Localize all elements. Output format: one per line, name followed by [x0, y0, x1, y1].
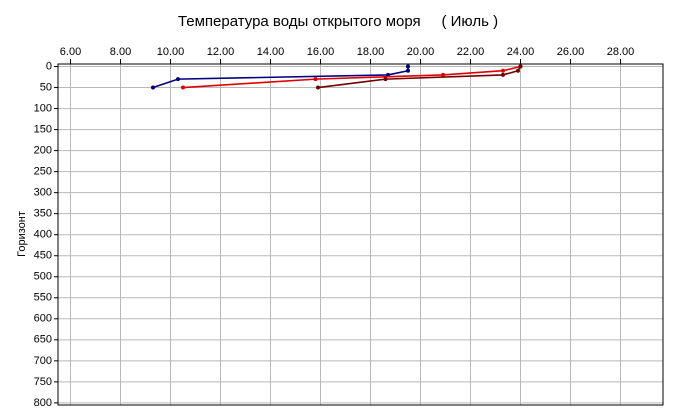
x-tick-label: 20.00	[407, 46, 435, 58]
y-tick-label: 300	[34, 187, 52, 199]
point	[518, 64, 523, 69]
plot-frame	[57, 63, 664, 406]
y-tick-label: 750	[34, 376, 52, 388]
chart-title: Температура воды открытого моря ( Июль )	[178, 13, 498, 30]
x-tick-label: 24.00	[507, 46, 535, 58]
point	[516, 68, 520, 73]
x-tick-label: 22.00	[457, 46, 485, 58]
point	[316, 85, 320, 90]
x-tick-label: 18.00	[357, 46, 385, 58]
x-tick-label: 26.00	[557, 46, 585, 58]
point	[313, 77, 318, 82]
point	[383, 77, 388, 82]
y-tick-label: 450	[34, 250, 52, 262]
point	[151, 85, 155, 90]
y-tick-label: 350	[34, 208, 52, 220]
y-tick-label: 150	[34, 123, 52, 135]
x-tick-label: 28.00	[607, 46, 635, 58]
x-tick-label: 10.00	[157, 46, 185, 58]
point	[441, 72, 445, 77]
point	[181, 85, 185, 90]
y-tick-label: 50	[40, 81, 52, 93]
y-axis-label: Горизонт	[16, 211, 28, 257]
y-tick-label: 0	[46, 60, 52, 72]
y-tick-label: 550	[34, 292, 52, 304]
point	[501, 68, 505, 73]
y-tick-label: 500	[34, 271, 52, 283]
x-tick-label: 14.00	[257, 46, 285, 58]
x-tick-label: 12.00	[207, 46, 235, 58]
y-tick-label: 600	[34, 313, 52, 325]
y-tick-label: 650	[34, 334, 52, 346]
x-tick-label: 6.00	[60, 46, 81, 58]
point	[501, 72, 505, 77]
x-tick-label: 16.00	[307, 46, 335, 58]
y-tick-label: 250	[34, 166, 52, 178]
point	[406, 64, 410, 69]
y-tick-label: 400	[34, 229, 52, 241]
y-tick-label: 200	[34, 145, 52, 157]
y-tick-label: 800	[34, 397, 52, 409]
point	[406, 68, 410, 73]
x-tick-label: 8.00	[110, 46, 131, 58]
y-tick-label: 700	[34, 355, 52, 367]
y-tick-label: 100	[34, 102, 52, 114]
point	[176, 77, 180, 82]
